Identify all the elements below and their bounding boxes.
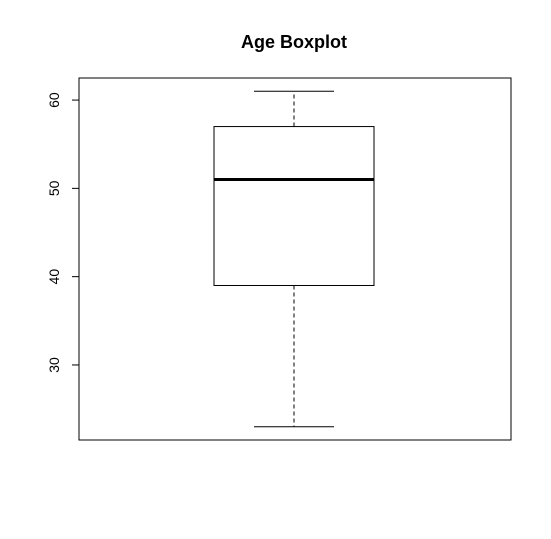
y-tick-label-40: 40 [46, 269, 62, 285]
y-tick-label-50: 50 [46, 180, 62, 196]
chart-title: Age Boxplot [241, 32, 347, 52]
y-axis: 30 40 50 60 [46, 92, 80, 373]
boxplot [213, 90, 375, 428]
y-tick-label-30: 30 [46, 357, 62, 373]
interquartile-box [213, 126, 375, 286]
y-tick-label-60: 60 [46, 92, 62, 108]
